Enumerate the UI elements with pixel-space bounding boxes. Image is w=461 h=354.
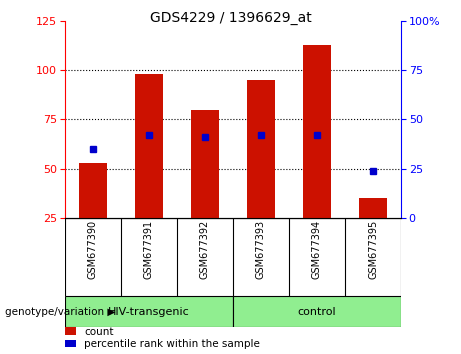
Bar (359, 198, 387, 218)
Legend: count, percentile rank within the sample: count, percentile rank within the sample (65, 327, 260, 349)
Text: GSM677392: GSM677392 (200, 220, 210, 279)
Text: GSM677391: GSM677391 (144, 220, 154, 279)
Text: GDS4229 / 1396629_at: GDS4229 / 1396629_at (150, 11, 311, 25)
Text: genotype/variation ▶: genotype/variation ▶ (5, 307, 115, 316)
Bar (78, 163, 106, 218)
Text: GSM677390: GSM677390 (88, 220, 98, 279)
Bar (303, 45, 331, 218)
Bar (191, 110, 219, 218)
Text: HIV-transgenic: HIV-transgenic (108, 307, 189, 316)
Text: GSM677393: GSM677393 (256, 220, 266, 279)
Bar (247, 80, 275, 218)
Bar (135, 74, 163, 218)
Bar (65, 296, 233, 327)
Bar (233, 296, 401, 327)
Text: control: control (298, 307, 336, 316)
Text: GSM677394: GSM677394 (312, 220, 322, 279)
Text: GSM677395: GSM677395 (368, 220, 378, 279)
